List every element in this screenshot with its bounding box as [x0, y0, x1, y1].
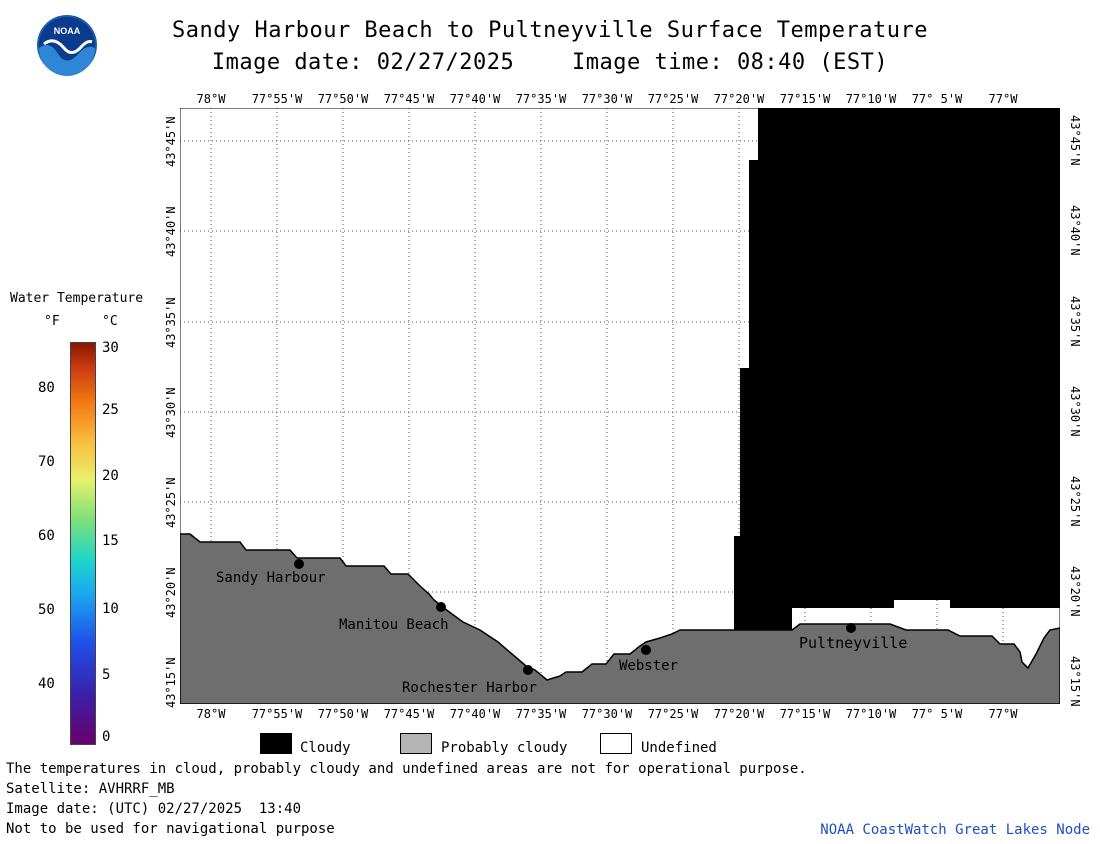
bottom-longitude-label: 77°W [988, 707, 1018, 721]
bottom-longitude-label: 78°W [196, 707, 226, 721]
colorbar-c-tick: 15 [102, 533, 119, 549]
bottom-longitude-label: 77°35'W [515, 707, 567, 721]
colorbar-title: Water Temperature [10, 291, 144, 306]
map-title: Sandy Harbour Beach to Pultneyville Surf… [172, 18, 928, 43]
manitou-beach-marker [436, 602, 446, 612]
colorbar-c-tick: 20 [102, 468, 119, 484]
top-longitude-label: 77°45'W [383, 92, 435, 106]
top-longitude-label: 77°50'W [317, 92, 369, 106]
place-label-webster: Webster [619, 658, 678, 674]
land-area [180, 533, 1060, 704]
top-longitude-label: 77°30'W [581, 92, 633, 106]
bottom-longitude-label: 77°45'W [383, 707, 435, 721]
legend-undefined-label: Undefined [641, 740, 717, 756]
cloud-area [734, 108, 1060, 631]
left-latitude-label: 43°45'N [164, 116, 178, 167]
svg-text:NOAA: NOAA [54, 26, 81, 36]
bottom-longitude-label: 77°55'W [251, 707, 303, 721]
legend-probably-cloudy-label: Probably cloudy [441, 740, 568, 756]
top-longitude-label: 77°40'W [449, 92, 501, 106]
navigation-warning: Not to be used for navigational purpose [6, 821, 335, 837]
place-label-manitou-beach: Manitou Beach [339, 617, 449, 633]
left-latitude-label: 43°25'N [164, 477, 178, 528]
bottom-longitude-label: 77°30'W [581, 707, 633, 721]
bottom-longitude-label: 77°10'W [845, 707, 897, 721]
legend-probably-cloudy-swatch [400, 733, 432, 754]
satellite-text: Satellite: AVHRRF_MB [6, 781, 175, 797]
webster-marker [641, 645, 651, 655]
image-date: Image date: 02/27/2025 [211, 50, 515, 75]
top-longitude-label: 78°W [196, 92, 226, 106]
bottom-longitude-label: 77°50'W [317, 707, 369, 721]
left-latitude-label: 43°30'N [164, 387, 178, 438]
pultneyville-marker [846, 623, 856, 633]
noaa-logo: NOAA [36, 14, 98, 76]
right-latitude-label: 43°20'N [1068, 566, 1082, 617]
right-latitude-label: 43°45'N [1068, 115, 1082, 166]
colorbar-f-tick: 80 [38, 380, 55, 396]
right-latitude-label: 43°25'N [1068, 476, 1082, 527]
top-longitude-label: 77° 5'W [911, 92, 963, 106]
colorbar-f-tick: 60 [38, 528, 55, 544]
legend-undefined-swatch [600, 733, 632, 754]
left-latitude-label: 43°20'N [164, 567, 178, 618]
bottom-longitude-label: 77°20'W [713, 707, 765, 721]
utc-date-text: Image date: (UTC) 02/27/2025 13:40 [6, 801, 302, 817]
image-time: Image time: 08:40 (EST) [572, 50, 889, 75]
colorbar-f-tick: 40 [38, 676, 55, 692]
legend-cloudy-label: Cloudy [300, 740, 351, 756]
place-label-sandy-harbour: Sandy Harbour [216, 570, 326, 586]
bottom-longitude-label: 77°25'W [647, 707, 699, 721]
colorbar [70, 342, 96, 745]
right-latitude-label: 43°35'N [1068, 296, 1082, 347]
legend-cloudy-swatch [260, 733, 292, 754]
top-longitude-label: 77°25'W [647, 92, 699, 106]
top-longitude-label: 77°55'W [251, 92, 303, 106]
disclaimer-text: The temperatures in cloud, probably clou… [6, 761, 807, 777]
top-longitude-label: 77°35'W [515, 92, 567, 106]
colorbar-c-tick: 0 [102, 729, 111, 745]
bottom-longitude-label: 77°40'W [449, 707, 501, 721]
sandy-harbour-marker [294, 559, 304, 569]
colorbar-unit-c: °C [102, 314, 118, 329]
right-latitude-label: 43°15'N [1068, 656, 1082, 707]
bottom-longitude-label: 77°15'W [779, 707, 831, 721]
colorbar-f-tick: 70 [38, 454, 55, 470]
top-longitude-label: 77°20'W [713, 92, 765, 106]
map-canvas: Sandy Harbour Manitou Beach Rochester Ha… [180, 108, 1060, 704]
right-latitude-label: 43°40'N [1068, 205, 1082, 256]
top-longitude-label: 77°15'W [779, 92, 831, 106]
place-label-rochester-harbor: Rochester Harbor [402, 680, 537, 696]
left-latitude-label: 43°40'N [164, 206, 178, 257]
colorbar-unit-f: °F [44, 314, 60, 329]
colorbar-c-tick: 10 [102, 601, 119, 617]
colorbar-c-tick: 30 [102, 340, 119, 356]
place-label-pultneyville: Pultneyville [799, 634, 907, 652]
colorbar-c-tick: 25 [102, 402, 119, 418]
left-latitude-label: 43°15'N [164, 657, 178, 708]
bottom-longitude-label: 77° 5'W [911, 707, 963, 721]
rochester-harbor-marker [523, 665, 533, 675]
top-longitude-label: 77°W [988, 92, 1018, 106]
image-datetime: Image date: 02/27/2025 Image time: 08:40… [0, 50, 1100, 75]
top-longitude-label: 77°10'W [845, 92, 897, 106]
noaa-coastwatch-link[interactable]: NOAA CoastWatch Great Lakes Node [820, 822, 1090, 838]
colorbar-f-tick: 50 [38, 602, 55, 618]
left-latitude-label: 43°35'N [164, 297, 178, 348]
colorbar-c-tick: 5 [102, 667, 111, 683]
right-latitude-label: 43°30'N [1068, 386, 1082, 437]
